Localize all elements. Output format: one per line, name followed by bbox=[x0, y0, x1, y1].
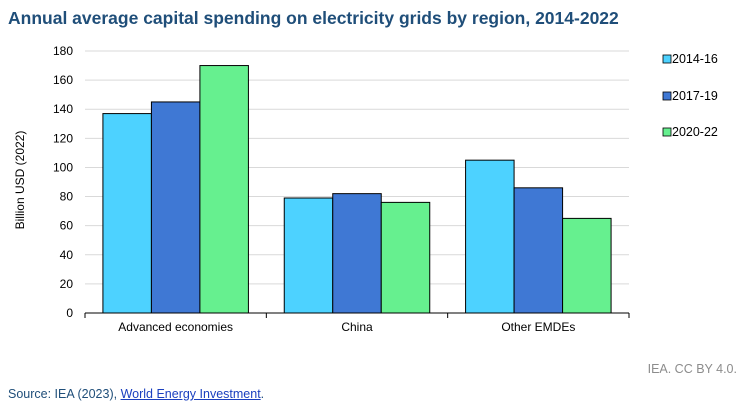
y-tick-label: 160 bbox=[53, 73, 73, 87]
x-tick-label: Other EMDEs bbox=[501, 320, 575, 334]
source-prefix: Source: IEA (2023), bbox=[8, 387, 121, 401]
y-tick-label: 80 bbox=[60, 190, 74, 204]
bar bbox=[332, 193, 382, 314]
legend-swatch bbox=[662, 91, 672, 101]
bar bbox=[199, 65, 249, 314]
y-tick-label: 20 bbox=[60, 277, 74, 291]
legend-swatch bbox=[662, 127, 672, 137]
y-tick-label: 0 bbox=[66, 306, 73, 320]
axes bbox=[84, 312, 630, 318]
bar bbox=[465, 159, 515, 314]
y-tick-label: 100 bbox=[53, 160, 73, 174]
x-tick-label: Advanced economies bbox=[118, 320, 233, 334]
y-tick-label: 140 bbox=[53, 102, 73, 116]
source-link[interactable]: World Energy Investment bbox=[120, 387, 261, 401]
y-tick-labels: 0 20 40 60 80 100 120 140 160 180 bbox=[53, 44, 73, 320]
bar bbox=[513, 187, 564, 314]
legend-label: 2020-22 bbox=[672, 125, 718, 139]
source-line: Source: IEA (2023), World Energy Investm… bbox=[8, 387, 264, 401]
y-tick-label: 180 bbox=[53, 44, 73, 58]
bar bbox=[150, 101, 201, 314]
credit-text: IEA. CC BY 4.0. bbox=[647, 362, 737, 376]
y-tick-label: 120 bbox=[53, 131, 73, 145]
legend-label: 2014-16 bbox=[672, 52, 718, 66]
y-tick-label: 60 bbox=[60, 219, 74, 233]
bar bbox=[102, 113, 152, 314]
legend-label: 2017-19 bbox=[672, 89, 718, 103]
x-tick-label: China bbox=[341, 320, 373, 334]
y-axis-label: Billion USD (2022) bbox=[13, 131, 27, 230]
legend: 2014-16 2017-19 2020-22 bbox=[662, 52, 718, 139]
y-tick-label: 40 bbox=[60, 248, 74, 262]
source-suffix: . bbox=[260, 387, 265, 401]
bar bbox=[380, 201, 431, 314]
bars bbox=[102, 65, 612, 314]
x-tick-labels: Advanced economies China Other EMDEs bbox=[118, 320, 575, 334]
legend-swatch bbox=[662, 54, 672, 64]
chart-title: Annual average capital spending on elect… bbox=[8, 8, 619, 28]
bar bbox=[283, 197, 334, 314]
bar bbox=[562, 217, 612, 314]
